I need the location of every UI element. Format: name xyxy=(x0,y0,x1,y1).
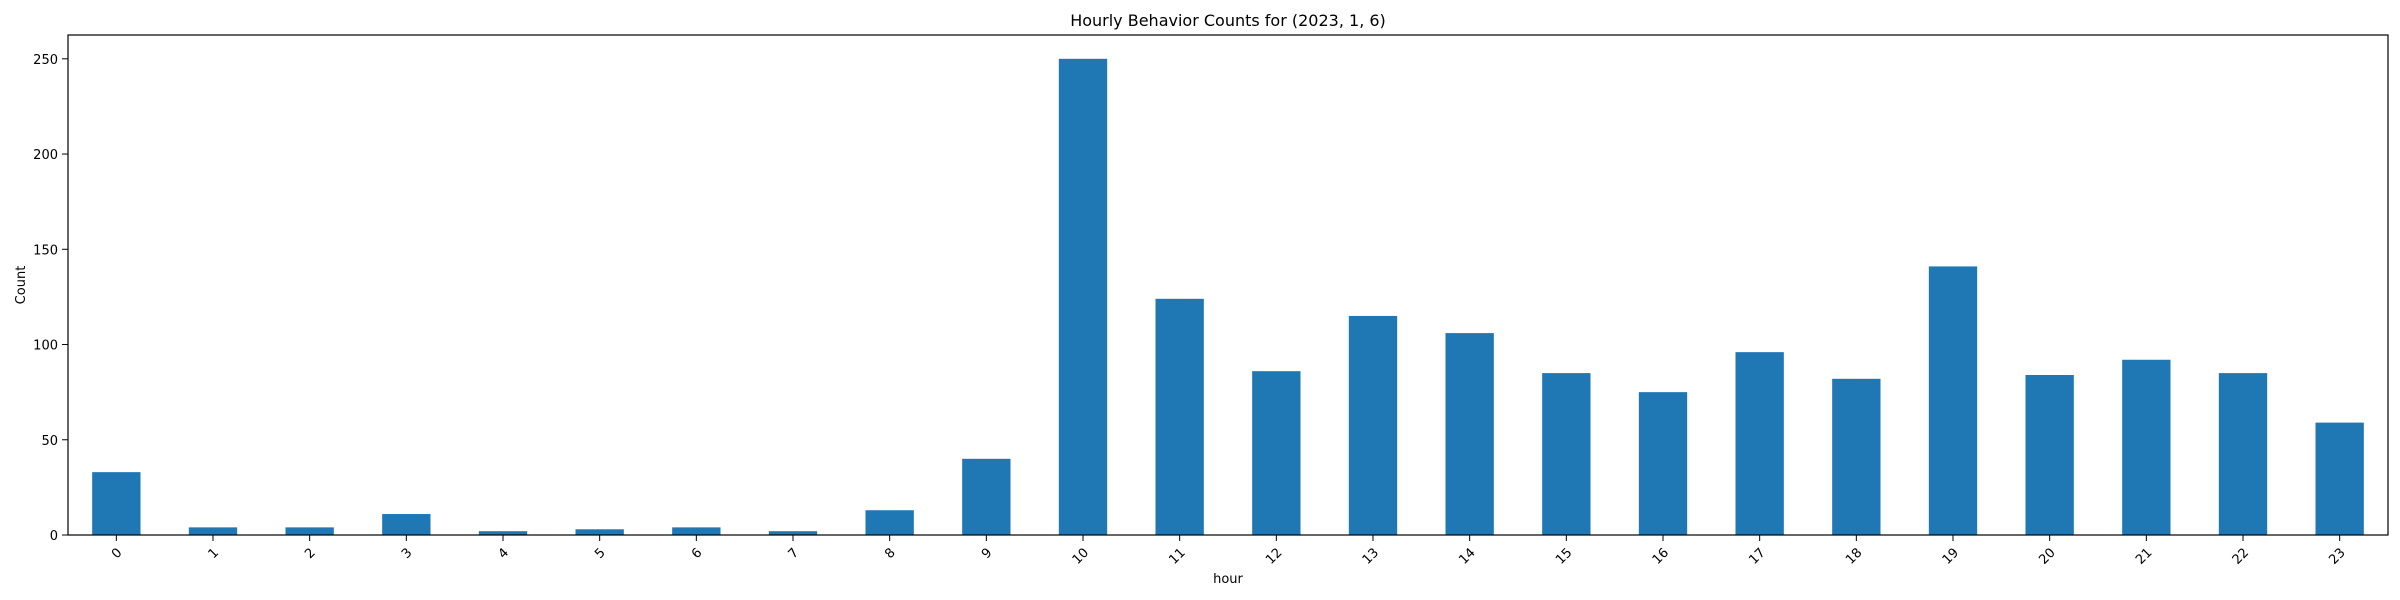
bar-15 xyxy=(1542,373,1591,535)
bar-13 xyxy=(1348,315,1398,535)
y-tick-label: 0 xyxy=(50,529,58,544)
bar-10 xyxy=(1058,58,1108,536)
y-tick-label: 100 xyxy=(33,339,58,354)
bar-5 xyxy=(575,529,624,535)
bar-8 xyxy=(865,510,914,535)
bar-23 xyxy=(2315,422,2364,535)
y-tick-label: 200 xyxy=(33,148,58,163)
bar-11 xyxy=(1155,298,1204,535)
bar-2 xyxy=(285,527,334,535)
plot-frame xyxy=(67,34,2389,536)
x-axis-label: hour xyxy=(1213,572,1243,587)
bar-9 xyxy=(962,458,1011,535)
bar-21 xyxy=(2122,359,2171,535)
bar-7 xyxy=(768,531,818,535)
bar-1 xyxy=(188,527,238,535)
y-tick-label: 150 xyxy=(33,243,58,258)
chart-title: Hourly Behavior Counts for (2023, 1, 6) xyxy=(1070,11,1386,30)
bar-20 xyxy=(2025,375,2074,535)
bars-group xyxy=(92,58,2364,536)
y-axis-label: Count xyxy=(14,266,29,305)
bar-17 xyxy=(1735,352,1784,535)
bar-4 xyxy=(478,531,528,535)
bar-16 xyxy=(1638,392,1688,535)
bar-12 xyxy=(1252,371,1301,535)
bar-22 xyxy=(2218,373,2268,535)
bar-0 xyxy=(92,472,141,535)
y-tick-label: 250 xyxy=(33,53,58,68)
bar-14 xyxy=(1445,333,1494,535)
bar-18 xyxy=(1832,378,1881,535)
bar-3 xyxy=(382,514,431,535)
bar-19 xyxy=(1928,266,1978,535)
y-tick-label: 50 xyxy=(41,434,58,449)
bar-6 xyxy=(672,527,721,535)
y-axis: 0 50 100 150 200 250 xyxy=(33,53,68,544)
